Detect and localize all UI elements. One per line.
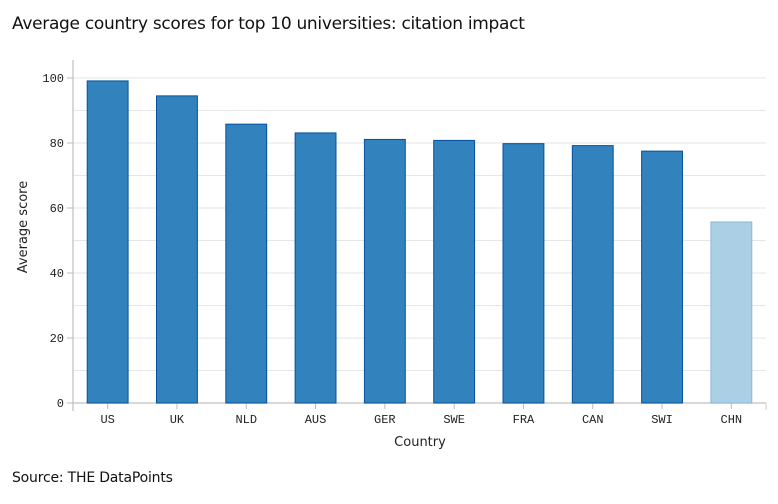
- y-axis-title: Average score: [16, 181, 31, 273]
- x-tick-label: UK: [170, 413, 185, 427]
- y-tick-label: 100: [42, 72, 64, 86]
- bar-fra: [502, 143, 545, 404]
- x-tick-label: GER: [374, 413, 396, 427]
- y-tick-label: 80: [50, 137, 64, 151]
- x-tick-label: CHN: [721, 413, 743, 427]
- bar-can: [571, 145, 614, 404]
- y-tick-label: 40: [50, 267, 64, 281]
- bar-ger: [363, 138, 406, 404]
- source-note: Source: THE DataPoints: [12, 470, 173, 486]
- x-tick-label: AUS: [305, 413, 327, 427]
- x-tick-label: FRA: [513, 413, 535, 427]
- y-tick-label: 0: [57, 397, 64, 411]
- y-tick-label: 20: [50, 332, 64, 346]
- x-axis-title: Country: [394, 435, 446, 450]
- bar-swe: [433, 139, 476, 404]
- bar-uk: [156, 95, 198, 404]
- bar-swi: [641, 150, 683, 404]
- bar-us: [86, 80, 129, 404]
- x-tick-label: CAN: [582, 413, 604, 427]
- x-tick-label: SWE: [443, 413, 465, 427]
- bars: [86, 80, 753, 404]
- x-tick-label: SWI: [651, 413, 673, 427]
- bar-nld: [225, 123, 268, 404]
- x-axis: US UK NLD AUS GER SWE FRA CAN SWI CHN: [73, 402, 767, 427]
- x-tick-label: US: [100, 413, 114, 427]
- chart-title: Average country scores for top 10 univer…: [12, 14, 525, 34]
- bar-chn: [710, 221, 753, 404]
- x-tick-label: NLD: [235, 413, 257, 427]
- y-axis: 0 20 40 60 80 100: [42, 60, 74, 411]
- y-tick-label: 60: [50, 202, 64, 216]
- bar-aus: [294, 132, 337, 404]
